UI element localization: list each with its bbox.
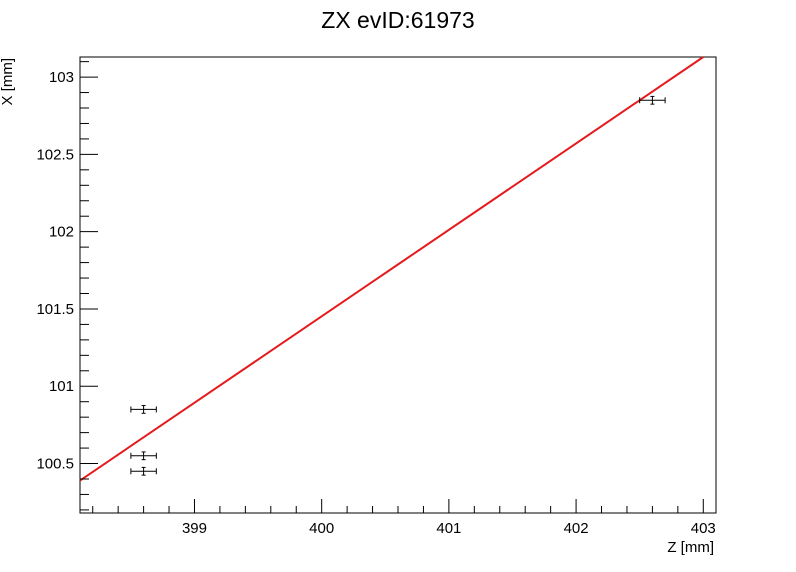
y-tick-label: 103 <box>49 69 74 86</box>
y-tick-label: 100.5 <box>36 456 74 473</box>
fit-line-group <box>79 56 704 482</box>
chart-title: ZX evID:61973 <box>321 7 474 33</box>
x-tick-label: 400 <box>309 520 334 537</box>
data-point <box>130 451 157 461</box>
x-axis: 399 400 401 402 403 <box>92 499 716 537</box>
x-axis-title: Z [mm] <box>667 539 714 556</box>
y-tick-label: 101 <box>49 378 74 395</box>
x-tick-label: 401 <box>436 520 461 537</box>
y-tick-label: 102 <box>49 224 74 241</box>
y-axis: 100.5 101 101.5 102 102.5 103 <box>36 61 98 511</box>
x-tick-label: 403 <box>691 520 716 537</box>
fit-line <box>79 56 704 482</box>
y-axis-title: X [mm] <box>0 58 16 106</box>
data-points-group <box>130 95 666 476</box>
y-tick-label: 102.5 <box>36 146 74 163</box>
data-point <box>130 405 157 414</box>
data-point <box>639 95 666 105</box>
x-tick-label: 399 <box>182 520 207 537</box>
x-tick-label: 402 <box>564 520 589 537</box>
y-tick-label: 101.5 <box>36 301 74 318</box>
plot-frame-rect <box>79 56 717 514</box>
data-point <box>130 466 157 476</box>
plot-frame <box>79 56 717 514</box>
